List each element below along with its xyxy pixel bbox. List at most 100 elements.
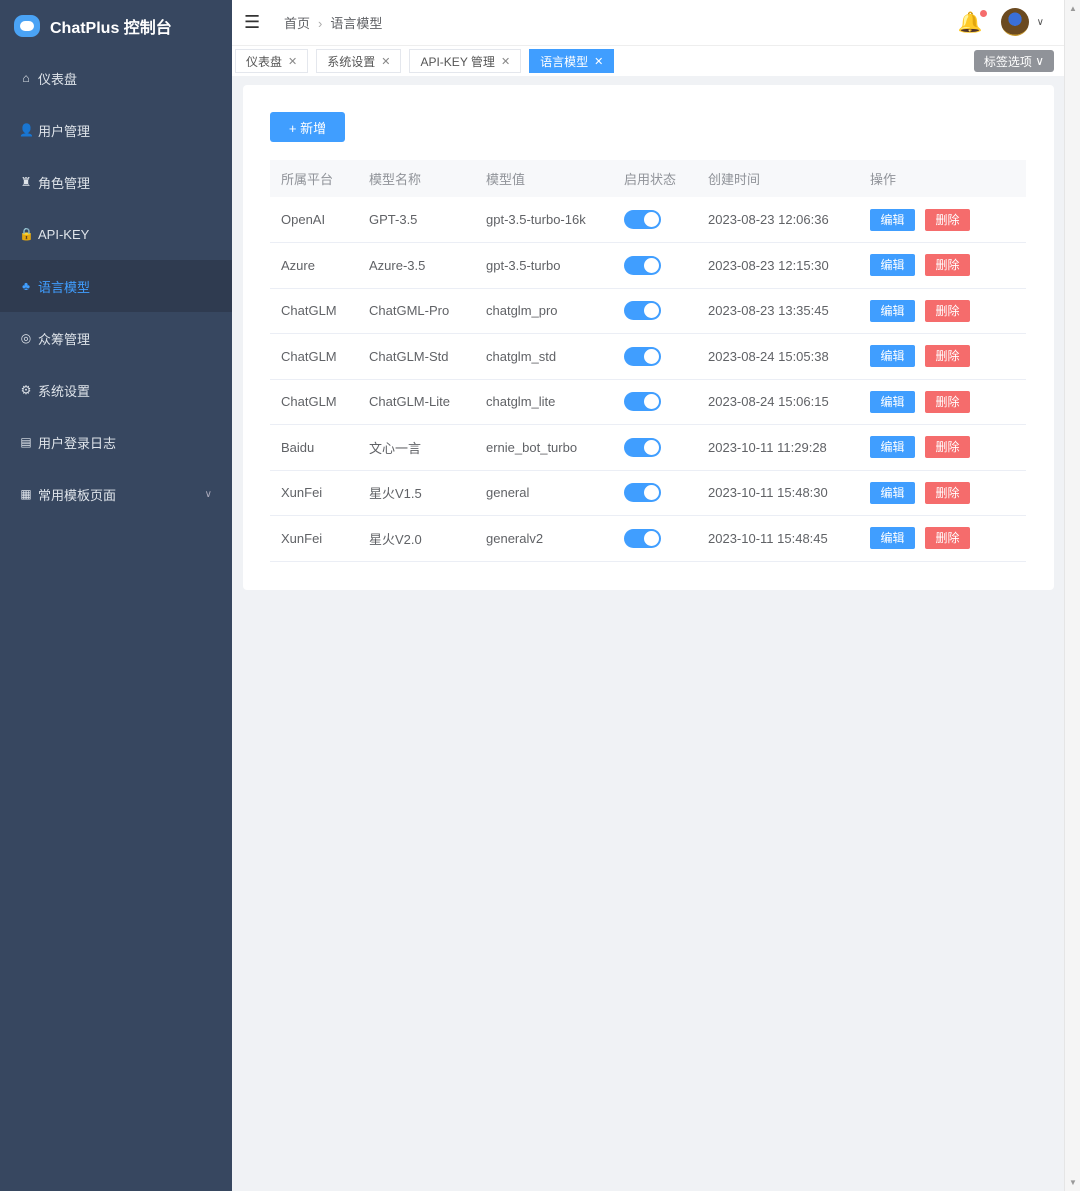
tab-label: API-KEY 管理 (420, 54, 495, 69)
enabled-toggle[interactable] (624, 437, 661, 457)
close-icon[interactable]: ✕ (500, 55, 511, 68)
sidebar-item-3[interactable]: 🔒 API-KEY (0, 208, 232, 260)
status-cell (613, 379, 697, 425)
enabled-toggle[interactable] (624, 346, 661, 366)
status-cell (613, 333, 697, 380)
edit-button[interactable]: 编辑 (870, 299, 915, 322)
model-list-card: + 新增 所属平台 模型名称 模型值 启用状态 创建时间 操作 OpenAI GPT-3.… (243, 85, 1054, 590)
column-header: 创建时间 (697, 160, 859, 197)
bell-icon[interactable]: 🔔 (958, 9, 987, 35)
sidebar-item-5[interactable]: ◎ 众筹管理 (0, 312, 232, 364)
name-cell: 文心一言 (358, 424, 475, 471)
status-cell (613, 197, 697, 243)
edit-button[interactable]: 编辑 (870, 481, 915, 504)
enabled-toggle[interactable] (624, 392, 661, 412)
add-button[interactable]: + 新增 (270, 112, 345, 142)
delete-button[interactable]: 删除 (925, 527, 970, 550)
edit-button[interactable]: 编辑 (870, 527, 915, 550)
medal-icon: ◎ (20, 331, 32, 345)
name-cell: GPT-3.5 (358, 197, 475, 243)
app-logo[interactable]: ChatPlus 控制台 (0, 0, 232, 52)
sidebar-item-0[interactable]: ⌂ 仪表盘 (0, 52, 232, 104)
app-title: ChatPlus 控制台 (50, 20, 172, 37)
created-cell: 2023-08-24 15:06:15 (697, 379, 859, 425)
close-icon[interactable]: ✕ (381, 55, 391, 68)
platform-cell: XunFei (270, 470, 358, 516)
sidebar-item-6[interactable]: ⚙ 系统设置 (0, 364, 232, 416)
home-icon: ⌂ (22, 71, 30, 85)
menu-toggle-icon[interactable]: ☰ (244, 12, 261, 32)
value-cell: chatglm_pro (475, 288, 613, 334)
sidebar-item-4[interactable]: ♣ 语言模型 (0, 260, 232, 312)
tab-label: 系统设置 (327, 54, 376, 69)
scroll-down-icon[interactable]: ▼ (1069, 1178, 1077, 1187)
delete-button[interactable]: 删除 (925, 481, 970, 504)
name-cell: 星火V1.5 (358, 470, 475, 516)
created-cell: 2023-08-24 15:05:38 (697, 333, 859, 380)
status-cell (613, 242, 697, 289)
model-table: 所属平台 模型名称 模型值 启用状态 创建时间 操作 OpenAI GPT-3.5 gpt… (270, 160, 1026, 562)
delete-button[interactable]: 删除 (925, 436, 970, 459)
enabled-toggle[interactable] (624, 301, 661, 321)
user-icon: 👤 (19, 123, 34, 137)
tab-1[interactable]: 系统设置 ✕ (316, 49, 402, 73)
created-cell: 2023-08-23 13:35:45 (697, 288, 859, 334)
sidebar-item-7[interactable]: ▤ 用户登录日志 (0, 416, 232, 468)
sidebar-item-2[interactable]: ♜ 角色管理 (0, 156, 232, 208)
value-cell: chatglm_lite (475, 379, 613, 425)
actions-cell: 编辑 删除 (859, 288, 1026, 334)
edit-button[interactable]: 编辑 (870, 390, 915, 413)
chevron-down-icon[interactable]: ∨ (1036, 16, 1044, 28)
status-cell (613, 288, 697, 334)
sidebar-item-label: 语言模型 (38, 279, 91, 295)
table-row: ChatGLM ChatGML-Pro chatglm_pro 2023-08-… (270, 288, 1026, 334)
actions-cell: 编辑 删除 (859, 470, 1026, 516)
table-row: Azure Azure-3.5 gpt-3.5-turbo 2023-08-23… (270, 242, 1026, 289)
platform-cell: Azure (270, 242, 358, 289)
platform-cell: ChatGLM (270, 333, 358, 380)
column-header: 所属平台 (270, 160, 358, 197)
tab-3[interactable]: 语言模型 ✕ (529, 49, 615, 73)
close-icon[interactable]: ✕ (288, 55, 298, 68)
delete-button[interactable]: 删除 (925, 254, 970, 277)
grid-icon: ▦ (20, 487, 32, 501)
sidebar-item-label: 仪表盘 (38, 71, 78, 87)
avatar[interactable] (1000, 8, 1029, 36)
actions-cell: 编辑 删除 (859, 379, 1026, 425)
scroll-up-icon[interactable]: ▲ (1069, 4, 1077, 13)
sidebar-item-1[interactable]: 👤 用户管理 (0, 104, 232, 156)
chevron-down-icon: ∨ (1035, 54, 1044, 68)
enabled-toggle[interactable] (624, 210, 661, 229)
edit-button[interactable]: 编辑 (870, 436, 915, 459)
sidebar-item-8[interactable]: ▦ 常用模板页面 ∨ (0, 468, 232, 520)
created-cell: 2023-10-11 11:29:28 (697, 424, 859, 471)
table-row: OpenAI GPT-3.5 gpt-3.5-turbo-16k 2023-08… (270, 197, 1026, 243)
close-icon[interactable]: ✕ (594, 55, 604, 68)
breadcrumb-current: 语言模型 (330, 16, 383, 31)
value-cell: gpt-3.5-turbo (475, 242, 613, 289)
sidebar-item-label: 众筹管理 (38, 331, 91, 347)
edit-button[interactable]: 编辑 (870, 208, 915, 231)
sidebar-item-label: API-KEY (38, 226, 90, 242)
edit-button[interactable]: 编辑 (870, 254, 915, 277)
delete-button[interactable]: 删除 (925, 299, 970, 322)
enabled-toggle[interactable] (624, 483, 661, 503)
breadcrumb: 首页 › 语言模型 (284, 13, 382, 32)
delete-button[interactable]: 删除 (925, 390, 970, 413)
platform-cell: OpenAI (270, 197, 358, 243)
tab-2[interactable]: API-KEY 管理 ✕ (409, 49, 522, 73)
edit-button[interactable]: 编辑 (870, 345, 915, 368)
actions-cell: 编辑 删除 (859, 242, 1026, 289)
sidebar-item-label: 用户管理 (38, 123, 91, 139)
created-cell: 2023-10-11 15:48:30 (697, 470, 859, 516)
tab-options-button[interactable]: 标签选项 ∨ (973, 50, 1054, 72)
delete-button[interactable]: 删除 (925, 208, 970, 231)
scrollbar[interactable]: ▲ ▼ (1064, 0, 1080, 1191)
enabled-toggle[interactable] (624, 528, 661, 548)
tab-0[interactable]: 仪表盘 ✕ (235, 49, 309, 73)
chevron-down-icon: ∨ (204, 488, 212, 500)
column-header: 模型名称 (358, 160, 475, 197)
delete-button[interactable]: 删除 (925, 345, 970, 368)
enabled-toggle[interactable] (624, 255, 661, 275)
breadcrumb-home[interactable]: 首页 (284, 16, 311, 31)
